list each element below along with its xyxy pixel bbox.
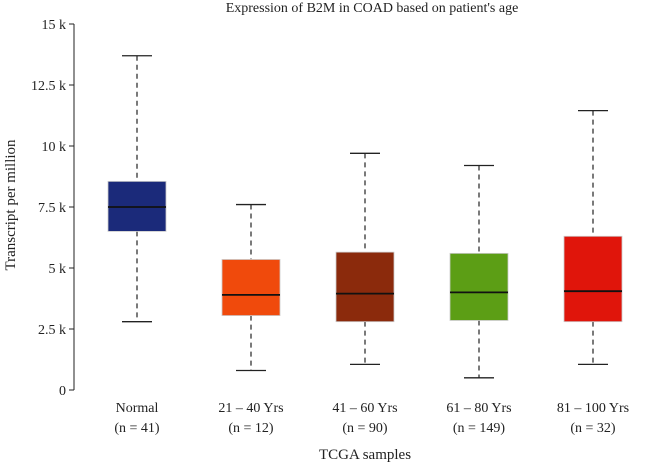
category-label: 81 – 100 Yrs [557,401,629,416]
iqr-box [449,252,509,321]
category-count-label: (n = 149) [453,421,506,436]
y-tick-label: 5 k [49,262,67,277]
category-label: 21 – 40 Yrs [218,401,283,416]
y-tick-label: 7.5 k [38,201,66,216]
y-tick-label: 0 [59,384,66,399]
y-tick-label: 10 k [42,140,67,155]
chart-title: Expression of B2M in COAD based on patie… [226,1,519,16]
box-2 [221,203,281,372]
box-3 [335,152,395,366]
iqr-box [563,235,623,323]
category-label: Normal [116,401,159,416]
y-axis-label: Transcript per million [3,139,19,271]
category-count-label: (n = 12) [228,421,274,436]
y-tick-label: 12.5 k [31,79,66,94]
box-5 [563,109,623,366]
x-axis-label: TCGA samples [319,447,411,463]
category-count-label: (n = 41) [114,421,160,436]
category-count-label: (n = 32) [570,421,616,436]
box-4 [449,164,509,379]
category-count-label: (n = 90) [342,421,388,436]
iqr-box [221,259,281,316]
iqr-box [335,251,395,323]
category-label: 41 – 60 Yrs [332,401,397,416]
y-tick-label: 2.5 k [38,323,66,338]
y-tick-label: 15 k [42,18,67,33]
category-label: 61 – 80 Yrs [446,401,511,416]
box-1 [107,55,167,323]
